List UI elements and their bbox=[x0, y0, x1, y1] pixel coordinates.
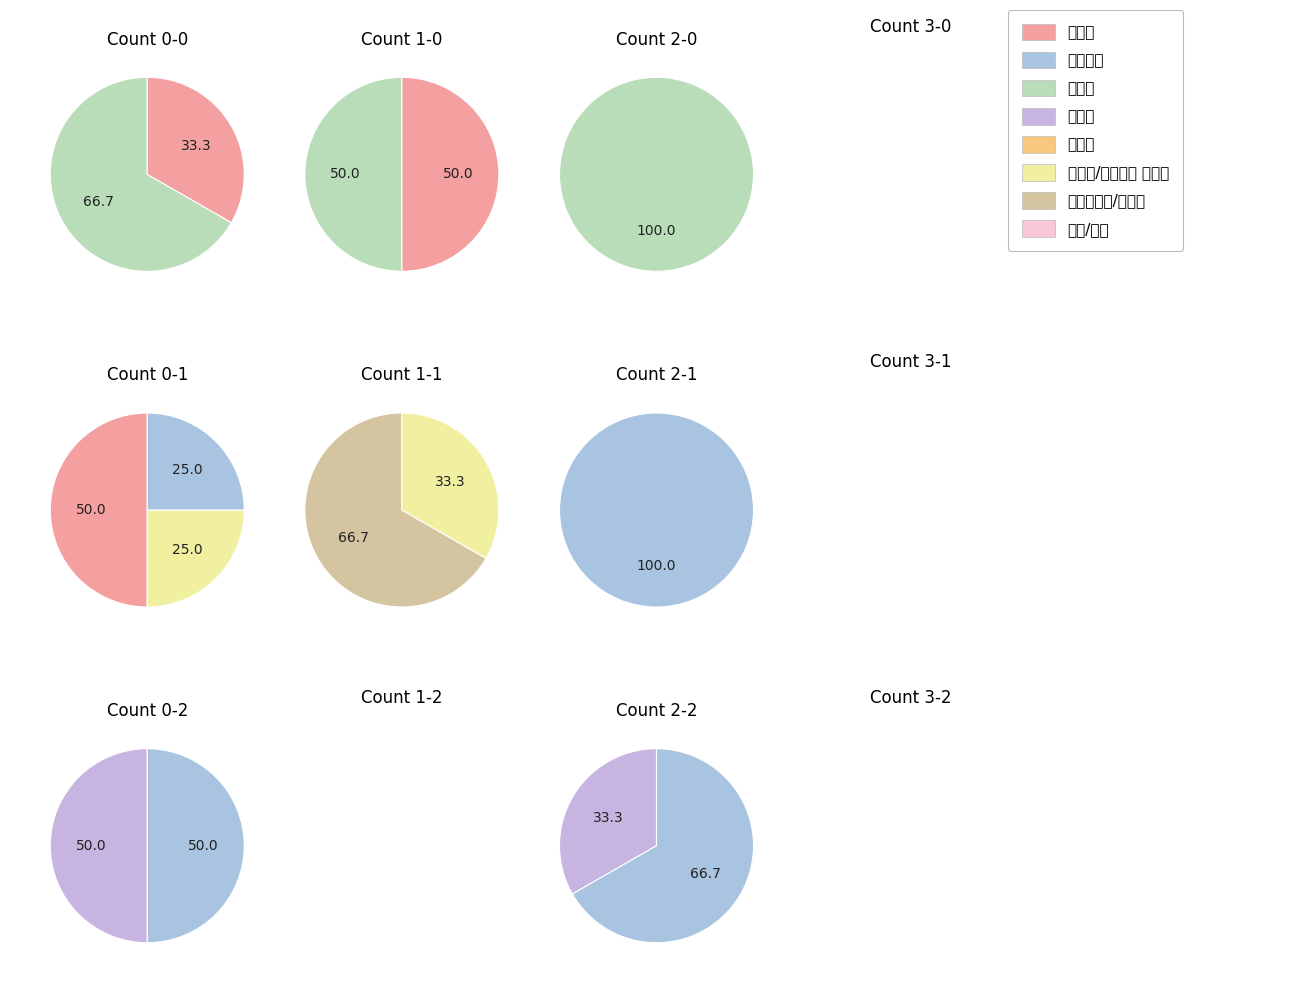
Text: 50.0: 50.0 bbox=[443, 167, 473, 181]
Text: 50.0: 50.0 bbox=[75, 839, 107, 853]
Text: 25.0: 25.0 bbox=[172, 463, 203, 477]
Title: Count 0-1: Count 0-1 bbox=[107, 366, 188, 384]
Title: Count 1-1: Count 1-1 bbox=[361, 366, 442, 384]
Wedge shape bbox=[147, 413, 244, 510]
Wedge shape bbox=[147, 77, 244, 223]
Wedge shape bbox=[306, 413, 486, 607]
Wedge shape bbox=[402, 77, 499, 271]
Title: Count 3-1: Count 3-1 bbox=[871, 353, 952, 371]
Text: 25.0: 25.0 bbox=[172, 543, 203, 557]
Text: 100.0: 100.0 bbox=[637, 224, 676, 238]
Wedge shape bbox=[306, 77, 402, 271]
Wedge shape bbox=[559, 413, 754, 607]
Text: 33.3: 33.3 bbox=[436, 475, 465, 489]
Title: Count 3-2: Count 3-2 bbox=[871, 689, 952, 707]
Wedge shape bbox=[572, 749, 754, 943]
Title: Count 1-2: Count 1-2 bbox=[361, 689, 442, 707]
Wedge shape bbox=[51, 413, 147, 607]
Title: Count 2-1: Count 2-1 bbox=[616, 366, 697, 384]
Text: 66.7: 66.7 bbox=[338, 531, 369, 545]
Wedge shape bbox=[51, 77, 231, 271]
Wedge shape bbox=[402, 413, 499, 558]
Wedge shape bbox=[559, 77, 754, 271]
Text: 66.7: 66.7 bbox=[83, 195, 114, 209]
Title: Count 2-2: Count 2-2 bbox=[616, 702, 697, 720]
Text: 50.0: 50.0 bbox=[188, 839, 218, 853]
Text: 33.3: 33.3 bbox=[593, 811, 623, 825]
Title: Count 1-0: Count 1-0 bbox=[361, 31, 442, 49]
Wedge shape bbox=[147, 510, 244, 607]
Text: 50.0: 50.0 bbox=[75, 503, 107, 517]
Legend: ボール, ファウル, 見逃し, 空振り, ヒット, フライ/ライナー アウト, ゴロアウト/エラー, 犠飛/犠打: ボール, ファウル, 見逃し, 空振り, ヒット, フライ/ライナー アウト, … bbox=[1008, 10, 1183, 251]
Text: 100.0: 100.0 bbox=[637, 559, 676, 573]
Title: Count 2-0: Count 2-0 bbox=[616, 31, 697, 49]
Wedge shape bbox=[147, 749, 244, 943]
Text: 33.3: 33.3 bbox=[181, 139, 212, 153]
Text: 66.7: 66.7 bbox=[690, 867, 720, 881]
Title: Count 3-0: Count 3-0 bbox=[871, 18, 952, 36]
Wedge shape bbox=[559, 749, 656, 894]
Title: Count 0-0: Count 0-0 bbox=[107, 31, 188, 49]
Wedge shape bbox=[51, 749, 147, 943]
Text: 50.0: 50.0 bbox=[330, 167, 361, 181]
Title: Count 0-2: Count 0-2 bbox=[107, 702, 188, 720]
